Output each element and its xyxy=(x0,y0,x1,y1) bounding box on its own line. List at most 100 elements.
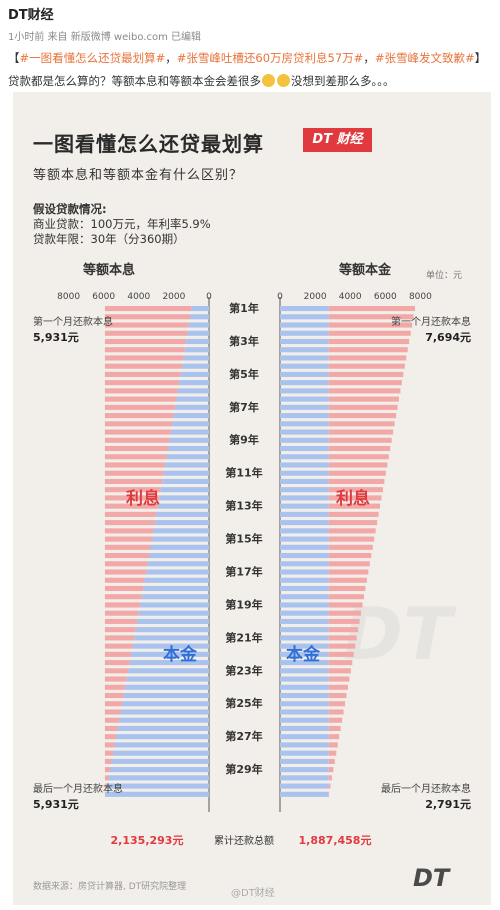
repayment-chart: 等额本息 等额本金 8000 6000 4000 2000 0 0 2000 4000 6000 80… xyxy=(33,262,471,847)
left-interest-bar xyxy=(104,445,168,452)
right-interest-bar xyxy=(328,429,394,435)
left-interest-bar xyxy=(104,503,158,509)
right-principal-bar xyxy=(280,437,329,443)
weibo-post: DT财经 1小时前 来自 新版微博 weibo.com 已编辑 【#一图看懂怎么… xyxy=(8,4,492,93)
year-label: 第17年 xyxy=(225,564,262,578)
right-interest-bar xyxy=(328,717,343,723)
left-interest-bar xyxy=(104,487,161,493)
hashtag-link[interactable]: #一图看懂怎么还贷最划算# xyxy=(19,51,166,65)
right-principal-bar xyxy=(280,487,329,493)
left-interest-bar xyxy=(104,421,173,427)
right-principal-bar xyxy=(280,462,329,468)
right-principal-bar xyxy=(280,643,329,649)
right-principal-bar xyxy=(280,314,329,320)
right-interest-bar xyxy=(328,775,332,781)
left-principal-bar xyxy=(165,462,209,468)
left-interest-bar xyxy=(104,413,174,419)
right-principal-bar xyxy=(280,404,329,410)
left-interest-label: 利息 xyxy=(126,488,160,509)
left-first-label: 第一个月还款本息 xyxy=(33,315,113,328)
left-principal-bar xyxy=(162,478,209,485)
left-series-name: 等额本息 xyxy=(82,262,135,278)
laugh-emoji-icon xyxy=(262,74,275,87)
right-principal-bar xyxy=(280,528,329,534)
infographic-image[interactable]: 一图看懂怎么还贷最划算 DT 财经 等额本息和等额本金有什么区别？ 假设贷款情况… xyxy=(13,92,491,905)
year-label: 第5年 xyxy=(229,367,259,381)
right-interest-bar xyxy=(328,750,337,756)
year-label: 第3年 xyxy=(229,334,259,348)
right-principal-bar xyxy=(280,610,329,616)
left-principal-bar xyxy=(169,437,209,443)
left-principal-bar xyxy=(106,783,209,789)
post-body-tail: 没想到差那么多。。。 xyxy=(291,74,395,88)
right-interest-bar xyxy=(328,610,362,616)
left-principal-bar xyxy=(108,775,209,781)
left-interest-bar xyxy=(104,371,181,377)
left-interest-bar xyxy=(104,783,107,789)
dt-logo: DT xyxy=(413,864,450,892)
left-interest-bar xyxy=(104,791,106,797)
left-principal-bar xyxy=(153,528,209,534)
left-principal-bar xyxy=(126,676,209,682)
right-interest-bar xyxy=(328,618,360,624)
left-interest-bar xyxy=(104,577,145,583)
left-principal-bar xyxy=(109,767,209,773)
hashtag-link[interactable]: #张雪峰发文致歉# xyxy=(374,51,475,65)
right-principal-bar xyxy=(280,725,329,732)
right-first-value: 7,694元 xyxy=(425,331,471,344)
left-interest-bar xyxy=(104,511,157,517)
right-interest-bar xyxy=(328,445,391,452)
left-principal-bar xyxy=(179,380,209,386)
right-interest-bar xyxy=(328,355,407,361)
right-interest-bar xyxy=(328,783,331,789)
right-principal-bar xyxy=(280,495,329,501)
right-principal-bar xyxy=(280,660,329,666)
left-principal-bar xyxy=(157,503,209,509)
left-principal-bar xyxy=(187,330,209,336)
right-principal-bar xyxy=(280,478,329,485)
year-label: 第11年 xyxy=(225,466,262,480)
left-interest-bar xyxy=(104,767,110,773)
left-interest-bar xyxy=(104,528,154,534)
left-interest-bar xyxy=(104,643,133,649)
right-interest-bar xyxy=(328,725,341,732)
year-label: 第13年 xyxy=(225,499,262,513)
right-principal-bar xyxy=(280,322,329,328)
right-interest-bar xyxy=(328,651,354,657)
right-tick-label: 6000 xyxy=(374,292,397,302)
right-principal-bar xyxy=(280,734,329,740)
left-interest-bar xyxy=(104,553,150,559)
right-principal-bar xyxy=(280,701,329,707)
right-principal-bar xyxy=(280,717,329,723)
right-interest-bar xyxy=(328,511,379,517)
right-principal-bar xyxy=(280,750,329,756)
author-name[interactable]: DT财经 xyxy=(8,8,54,23)
data-source: 数据来源：房贷计算器, DT研究院整理 xyxy=(33,882,187,892)
right-principal-bar xyxy=(280,651,329,657)
right-interest-bar xyxy=(328,520,378,526)
hashtag-link[interactable]: #张雪峰吐槽还60万房贷利息57万# xyxy=(176,51,364,65)
left-principal-bar xyxy=(123,692,209,699)
right-principal-bar xyxy=(280,544,329,550)
right-principal-bar xyxy=(280,371,329,377)
left-interest-bar xyxy=(104,618,138,624)
brand-badge: DT 财经 xyxy=(303,128,372,152)
left-principal-bar xyxy=(184,347,209,353)
right-principal-bar xyxy=(280,635,329,641)
right-interest-bar xyxy=(328,388,401,394)
right-interest-bar xyxy=(328,627,359,633)
right-interest-bar xyxy=(328,528,376,534)
right-principal-bar xyxy=(280,355,329,361)
left-principal-bar xyxy=(105,791,209,797)
left-interest-bar xyxy=(104,775,109,781)
left-principal-bar xyxy=(166,454,209,460)
left-interest-bar xyxy=(104,314,191,320)
right-principal-bar xyxy=(280,758,329,764)
left-interest-bar xyxy=(104,495,160,501)
left-principal-bar xyxy=(141,594,209,600)
left-tick-label: 0 xyxy=(206,292,212,302)
right-principal-bar xyxy=(280,347,329,353)
right-interest-bar xyxy=(328,470,386,476)
left-tick-label: 4000 xyxy=(127,292,150,302)
left-interest-bar xyxy=(104,429,171,435)
